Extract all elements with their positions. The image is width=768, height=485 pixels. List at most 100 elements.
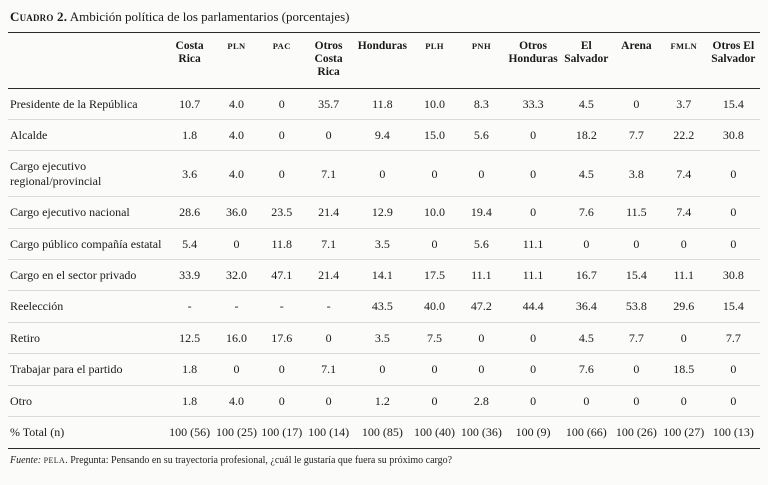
data-cell: 0 [583,393,590,408]
data-cell: 0 [325,393,332,408]
data-cell: 0 [730,166,737,181]
data-cell: 0 [431,362,438,377]
data-cell: 7.7 [725,330,741,345]
column-header-otros-honduras: Otros Honduras [505,32,561,89]
data-cell: 3.5 [374,330,390,345]
data-cell: 11.1 [522,236,544,251]
data-cell: 4.0 [228,166,244,181]
data-cell: 10.0 [424,205,446,220]
data-cell: 0 [379,166,386,181]
table-body: Presidente de la República 10.7 4.0 0 35.7 11… [8,88,760,449]
data-cell: 7.4 [676,205,692,220]
source-label: Fuente: [10,454,44,466]
row-label: Trabajar para el partido [10,362,123,377]
data-cell: 0 [431,393,438,408]
data-cell: 11.1 [522,268,544,282]
data-cell: 1.8 [182,128,198,143]
data-cell: 5.6 [473,128,489,143]
data-cell: 11.8 [372,96,393,111]
total-cell: 100 (25) [215,425,257,440]
data-cell: 0 [730,393,737,408]
data-cell: 23.5 [271,205,293,220]
data-cell: 0 [583,236,590,251]
data-cell: 7.7 [628,128,644,143]
data-cell: 0 [478,166,485,181]
row-label: Cargo en el sector privado [10,268,137,282]
table-caption-text: Ambición política de los parlamentarios … [67,9,350,24]
column-header-otros-costa-rica: Otros Costa Rica [304,32,354,89]
data-cell: 36.0 [225,205,247,220]
row-label: Retiro [10,330,40,345]
data-cell: 10.0 [424,96,446,111]
table-row-cargo-p-blico-compa-a-estatal: Cargo público compañía estatal 5.4 0 11.8 7.… [8,228,760,260]
data-cell: 0 [278,166,285,181]
row-label: Otro [10,393,32,408]
data-cell: 11.1 [471,268,492,282]
header-row: Costa Rica PLN PAC Otros Costa Rica Honduras… [8,32,760,89]
table-title: Cuadro 2. Ambición política de los parla… [8,6,760,32]
data-cell: 30.8 [722,128,744,143]
data-cell: 7.1 [321,236,337,251]
data-cell: 0 [278,393,285,408]
data-cell: 16.7 [575,268,597,282]
data-cell: 21.4 [318,205,340,220]
data-cell: 0 [278,96,285,111]
total-cell: 100 (36) [460,425,502,440]
data-cell: 29.6 [673,299,695,314]
corner-cell [8,32,166,89]
data-cell: 12.5 [179,330,201,345]
data-cell: 9.4 [374,128,390,143]
column-header-costa-rica: Costa Rica [165,32,214,89]
column-header-pln: PLN [213,32,260,89]
data-cell: 4.5 [578,96,594,111]
table-row-reelecci-n: Reelección - - - - 43.5 40.0 47.2 44.4 36.4 53.8 29… [8,291,760,323]
data-cell: - [279,299,284,314]
data-cell: 4.0 [228,393,244,408]
total-cell: 100 (27) [663,425,705,440]
data-cell: 0 [680,236,687,251]
data-cell: 0 [233,362,240,377]
data-cell: 0 [325,330,332,345]
source-question: . Pregunta: Pensando en su trayectoria p… [65,454,453,466]
data-cell: 21.4 [318,268,340,282]
data-cell: 0 [530,205,537,220]
total-cell: 100 (26) [615,425,657,440]
data-cell: 7.1 [321,166,337,181]
data-cell: 0 [530,128,537,143]
data-cell: 3.6 [182,166,198,181]
data-cell: 15.4 [722,96,744,111]
data-cell: 16.0 [225,330,247,345]
total-cell: 100 (56) [169,425,211,440]
data-cell: 47.2 [470,299,492,314]
total-cell: 100 (17) [261,425,303,440]
source-name: PELA [43,455,66,465]
column-header-pac: PAC [259,32,305,89]
data-cell: 7.6 [578,205,594,220]
row-label: Alcalde [10,128,48,143]
data-cell: 1.2 [374,393,390,408]
data-cell: 14.1 [371,268,393,282]
data-cell: 2.8 [473,393,489,408]
total-cell: 100 (13) [712,425,754,440]
data-cell: 0 [478,362,485,377]
data-cell: 44.4 [522,299,544,314]
data-cell: 0 [633,362,640,377]
data-cell: 0 [730,205,737,220]
data-cell: 7.1 [321,362,337,377]
data-cell: 53.8 [625,299,647,314]
column-header-plh: PLH [411,32,458,89]
table-row-cargo-en-el-sector-privado: Cargo en el sector privado 33.9 32.0 47.1 21… [8,260,760,291]
total-row-label: % Total (n) [10,424,65,439]
data-cell: 7.5 [427,330,443,345]
total-cell: 100 (40) [414,425,456,440]
data-cell: 43.5 [371,299,393,314]
data-cell: 5.6 [473,236,489,251]
data-cell: 0 [379,362,386,377]
data-cell: 0 [633,393,640,408]
total-cell: 100 (14) [308,425,350,440]
data-cell: - [326,299,331,314]
column-header-pnh: PNH [457,32,506,89]
table-row-alcalde: Alcalde 1.8 4.0 0 0 9.4 15.0 5.6 0 18.2 7.7 22.2 30.… [8,120,760,151]
table-row-otro: Otro 1.8 4.0 0 0 1.2 0 2.8 0 0 0 0 0 [8,385,760,417]
